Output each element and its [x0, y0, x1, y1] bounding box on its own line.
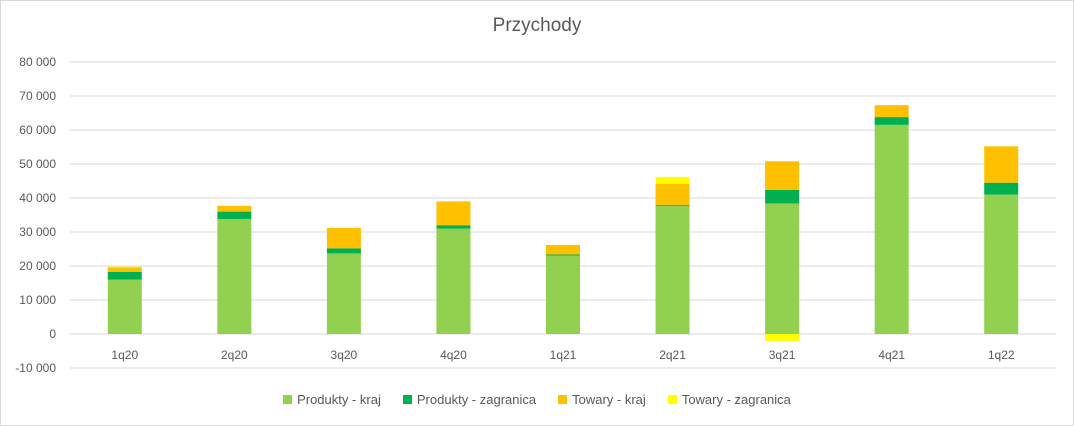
bar-segment [984, 146, 1019, 183]
legend-swatch [558, 395, 568, 404]
y-tick-label: 60 000 [19, 123, 56, 137]
bar-segment [546, 244, 580, 255]
bar-segment [874, 117, 909, 125]
bar-segment [765, 161, 800, 190]
bar-segment [217, 205, 252, 212]
x-tick-label: 1q21 [550, 348, 577, 362]
x-tick-label: 2q20 [221, 348, 248, 362]
bar-segment [217, 211, 252, 220]
bar-segment [217, 219, 252, 334]
bar-segment [655, 176, 690, 184]
x-tick-label: 4q21 [878, 348, 905, 362]
bar-segment [107, 271, 142, 280]
bar-segment [874, 124, 909, 335]
y-tick-label: 20 000 [19, 259, 56, 273]
legend-item: Produkty - zagranica [402, 392, 537, 407]
bar-segment [765, 189, 800, 204]
y-tick-label: -10 000 [15, 361, 56, 375]
x-tick-label: 2q21 [659, 348, 686, 362]
legend-label: Towary - zagranica [681, 392, 791, 407]
legend-swatch [667, 395, 677, 404]
y-tick-label: 30 000 [19, 225, 56, 239]
x-tick-label: 1q20 [111, 348, 138, 362]
bar-segment [107, 267, 142, 272]
bar-segment [436, 225, 471, 229]
bar-segment [326, 248, 361, 254]
chart-legend: Produkty - kraj Produkty - zagranica Towar… [0, 392, 1074, 407]
y-tick-label: 70 000 [19, 89, 56, 103]
legend-item: Towary - kraj [558, 392, 646, 407]
bar-segment [655, 205, 690, 334]
bar-segment [436, 201, 471, 226]
y-tick-label: 0 [49, 327, 56, 341]
bar-segment [546, 255, 580, 334]
chart-title: Przychody [492, 15, 582, 36]
bar-segment [655, 204, 690, 206]
bar-segment [326, 253, 361, 334]
x-tick-label: 3q21 [769, 348, 796, 362]
legend-item: Produkty - kraj [283, 392, 381, 407]
x-tick-label: 4q20 [440, 348, 467, 362]
y-tick-label: 40 000 [19, 191, 56, 205]
legend-label: Produkty - kraj [297, 392, 381, 407]
x-tick-label: 3q20 [331, 348, 358, 362]
y-tick-label: 10 000 [19, 293, 56, 307]
legend-swatch [283, 395, 293, 404]
x-tick-label: 1q22 [988, 348, 1015, 362]
legend-label: Towary - kraj [572, 392, 646, 407]
bar-segment [655, 183, 690, 205]
bar-segment [326, 227, 361, 249]
bar-segment [107, 266, 142, 268]
bar-segment [984, 182, 1019, 195]
legend-item: Towary - zagranica [667, 392, 791, 407]
bar-segment [765, 334, 800, 341]
bar-segment [107, 279, 142, 334]
y-tick-label: 80 000 [19, 55, 56, 69]
legend-swatch [402, 395, 412, 404]
y-tick-label: 50 000 [19, 157, 56, 171]
bar-segment [874, 105, 909, 118]
bar-segment [765, 203, 800, 334]
bar-segment [546, 254, 580, 256]
bar-segment [436, 228, 471, 334]
bar-segment [984, 194, 1019, 334]
legend-label: Produkty - zagranica [416, 392, 537, 407]
